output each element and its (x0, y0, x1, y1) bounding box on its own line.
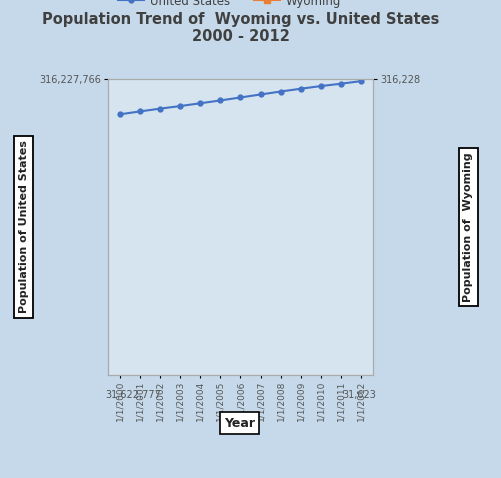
United States (237, 95, 243, 100)
Legend: United States, Wyoming: United States, Wyoming (114, 0, 346, 12)
United States (137, 109, 143, 114)
United States (217, 98, 223, 103)
Text: Year: Year (224, 416, 255, 430)
United States (117, 111, 123, 117)
United States (177, 103, 183, 109)
Line: United States: United States (117, 79, 364, 117)
United States (197, 100, 203, 106)
Text: Population of United States: Population of United States (19, 141, 29, 314)
United States (258, 92, 264, 98)
United States (318, 83, 324, 89)
Text: Population of  Wyoming: Population of Wyoming (463, 152, 473, 302)
Text: Population Trend of  Wyoming vs. United States
2000 - 2012: Population Trend of Wyoming vs. United S… (42, 12, 439, 44)
United States (358, 78, 364, 84)
United States (278, 88, 284, 94)
United States (157, 106, 163, 111)
United States (338, 81, 344, 87)
Text: 31,622,777: 31,622,777 (105, 390, 161, 400)
Text: 31,623: 31,623 (342, 390, 376, 400)
United States (298, 86, 304, 92)
